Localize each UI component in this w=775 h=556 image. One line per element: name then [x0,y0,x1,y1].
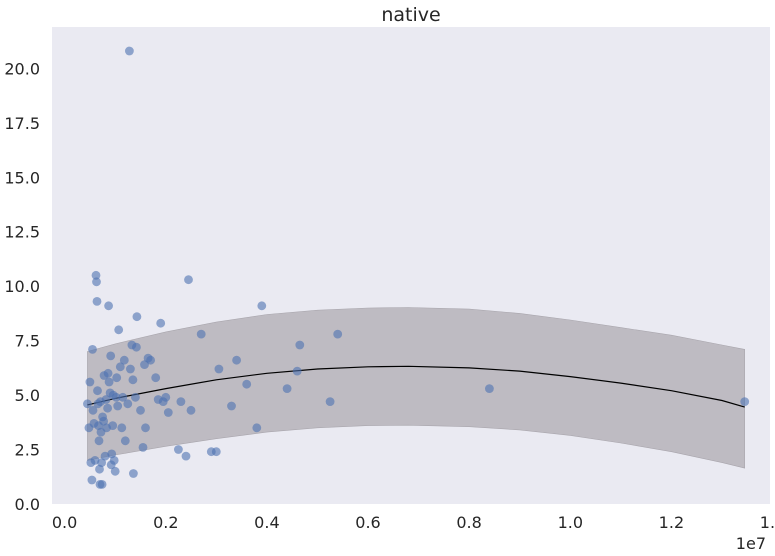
data-point [99,416,108,426]
data-point [95,464,104,474]
data-point [196,329,206,339]
data-point [104,301,113,311]
data-point [211,447,221,457]
y-tick-label: 2.5 [15,441,40,460]
data-point [124,46,134,56]
data-point [94,436,104,446]
x-axis-ticks: 0.0 0.2 0.4 0.6 0.8 1.0 1.2 1.4 [52,513,775,532]
data-point [163,408,173,417]
data-point [131,392,140,402]
confidence-band-layer [87,307,745,469]
data-point [114,325,124,335]
data-point [141,423,150,433]
data-point [181,451,191,461]
data-point [103,368,113,378]
data-point [186,405,196,415]
data-point [128,375,138,385]
data-point [214,364,224,374]
data-point [85,377,95,387]
fit-line [87,365,745,408]
data-point [156,318,166,328]
data-point [740,397,750,406]
y-tick-label: 12.5 [4,223,40,242]
y-tick-label: 5.0 [15,386,40,405]
data-point [227,401,236,411]
points-layer [83,46,750,489]
data-point [88,405,98,415]
data-point [83,399,92,409]
data-point [129,469,138,478]
data-point [132,312,142,322]
data-point [110,466,120,476]
data-point [106,351,116,361]
x-tick-label: 0.4 [254,513,279,532]
data-point [103,403,112,413]
y-tick-label: 17.5 [4,114,40,133]
data-point [91,270,101,280]
chart-title: native [381,4,440,26]
x-tick-label: 0.0 [52,513,77,532]
data-point [282,384,292,393]
data-point [325,397,335,406]
x-tick-label: 0.8 [456,513,481,532]
data-point [118,392,128,402]
data-point [88,345,97,354]
data-point [136,405,145,415]
data-point [111,392,121,402]
data-point [101,395,111,404]
y-tick-label: 10.0 [4,277,40,296]
fit-line-layer [87,365,745,408]
data-point [109,456,119,465]
data-point [485,384,494,393]
x-tick-label: 0.6 [355,513,380,532]
x-tick-label: 0.2 [153,513,178,532]
data-point [333,329,343,339]
data-point [123,399,133,409]
y-tick-label: 15.0 [4,168,40,187]
data-point [174,445,183,454]
x-axis-offset-label: 1e7 [736,534,766,553]
data-point [176,397,186,406]
x-tick-label: 1.0 [558,513,583,532]
data-point [92,297,102,306]
data-point [113,401,123,411]
data-point [117,423,127,433]
data-point [295,340,305,350]
y-axis-ticks: 0.0 2.5 5.0 7.5 10.0 12.5 15.0 17.5 20.0 [4,59,40,514]
data-point [90,456,100,465]
data-point [108,421,118,430]
y-tick-label: 20.0 [4,59,40,78]
x-tick-label: 1.4 [760,513,775,532]
data-point [242,379,252,389]
data-point [92,277,101,287]
data-point [120,436,130,446]
data-point [125,364,135,374]
data-point [151,373,161,383]
data-point [257,301,267,311]
y-tick-label: 7.5 [15,332,40,351]
data-point [232,355,242,365]
data-point [132,342,141,352]
data-point [87,475,97,485]
data-point [138,443,148,452]
data-point [252,423,262,433]
data-point [93,386,102,396]
data-point [119,355,129,365]
data-point [112,373,122,383]
data-point [97,458,106,467]
data-point [104,377,114,387]
data-point [292,366,302,376]
data-point [97,480,107,489]
data-point [161,392,171,402]
x-tick-label: 1.2 [659,513,684,532]
data-point [184,275,193,285]
y-tick-label: 0.0 [15,495,40,514]
data-point [146,355,156,365]
confidence-band [87,307,745,469]
data-point [140,360,149,369]
data-point [115,362,125,372]
